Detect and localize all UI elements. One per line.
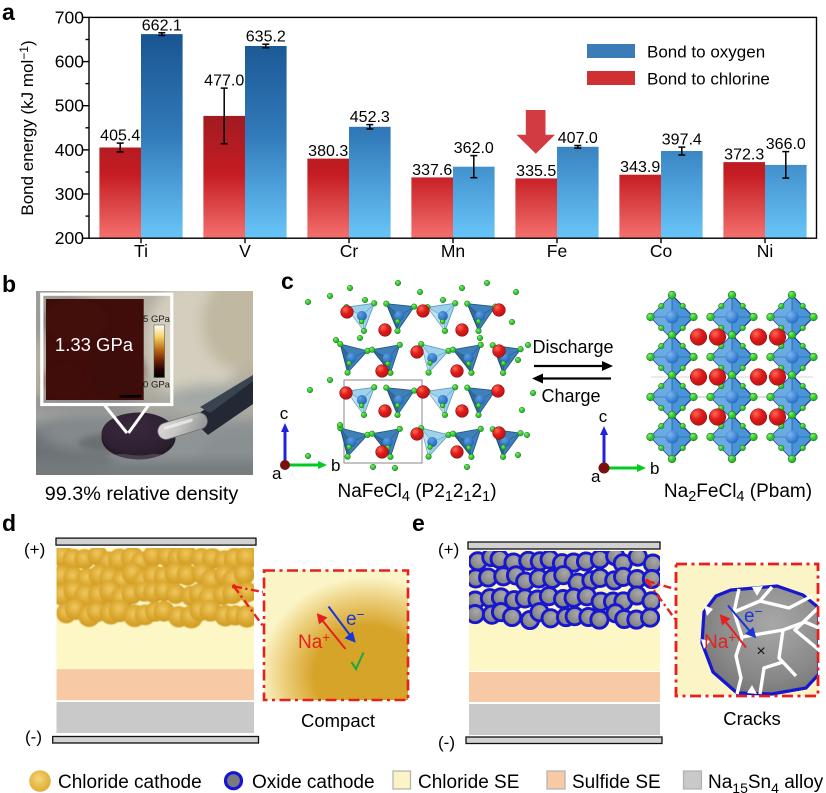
svg-text:(+): (+): [438, 540, 459, 559]
svg-text:V: V: [239, 241, 251, 261]
svg-text:(+): (+): [24, 540, 45, 559]
svg-text:c: c: [281, 268, 294, 294]
svg-text:(-): (-): [25, 728, 42, 747]
svg-text:Chloride cathode: Chloride cathode: [58, 772, 202, 793]
svg-text:Na15Sn4 alloy: Na15Sn4 alloy: [708, 772, 824, 793]
svg-text:Bond to oxygen: Bond to oxygen: [647, 43, 765, 62]
svg-text:405.4: 405.4: [100, 128, 140, 145]
svg-text:Sulfide SE: Sulfide SE: [572, 772, 661, 793]
svg-text:500: 500: [55, 96, 84, 116]
svg-text:Ni: Ni: [757, 241, 774, 261]
svg-text:366.0: 366.0: [766, 136, 806, 153]
svg-text:c: c: [599, 407, 608, 426]
svg-text:0 GPa: 0 GPa: [143, 380, 171, 391]
svg-text:343.9: 343.9: [620, 159, 660, 176]
svg-text:Cracks: Cracks: [723, 708, 781, 729]
svg-text:Na+: Na+: [704, 630, 736, 653]
svg-text:Discharge: Discharge: [532, 337, 613, 357]
svg-text:Bond to chlorine: Bond to chlorine: [647, 70, 770, 89]
svg-text:335.5: 335.5: [516, 163, 556, 180]
svg-text:Cr: Cr: [340, 241, 359, 261]
svg-text:Co: Co: [650, 241, 672, 261]
svg-text:(-): (-): [438, 733, 455, 752]
svg-text:600: 600: [55, 52, 84, 72]
svg-text:a: a: [2, 0, 15, 25]
svg-text:452.3: 452.3: [350, 109, 390, 126]
svg-text:Fe: Fe: [547, 241, 567, 261]
svg-text:Chloride SE: Chloride SE: [418, 772, 519, 793]
svg-text:380.3: 380.3: [308, 143, 348, 160]
svg-text:5 GPa: 5 GPa: [143, 314, 171, 325]
svg-text:Compact: Compact: [301, 710, 375, 731]
svg-text:a: a: [591, 467, 601, 486]
svg-text:662.1: 662.1: [142, 17, 182, 34]
svg-text:Oxide cathode: Oxide cathode: [252, 772, 375, 793]
svg-text:NaFeCl4 (P212121): NaFeCl4 (P212121): [337, 481, 496, 505]
svg-text:×: ×: [756, 643, 765, 660]
svg-text:Na+: Na+: [298, 630, 330, 653]
svg-text:400: 400: [55, 140, 84, 160]
svg-text:d: d: [2, 510, 16, 536]
svg-text:b: b: [650, 459, 659, 478]
svg-text:700: 700: [55, 7, 84, 27]
svg-text:200: 200: [55, 228, 84, 248]
svg-text:397.4: 397.4: [662, 132, 702, 149]
svg-text:b: b: [331, 456, 340, 475]
svg-text:Bond energy (kJ mol−1): Bond energy (kJ mol−1): [17, 40, 37, 215]
svg-text:Na2FeCl4 (Pbam): Na2FeCl4 (Pbam): [664, 481, 812, 505]
svg-text:Ti: Ti: [134, 241, 148, 261]
svg-text:e: e: [412, 510, 425, 536]
svg-text:a: a: [272, 464, 282, 483]
svg-text:407.0: 407.0: [558, 130, 598, 147]
svg-text:Charge: Charge: [541, 386, 600, 406]
svg-text:1.33 GPa: 1.33 GPa: [55, 334, 134, 355]
svg-text:372.3: 372.3: [724, 147, 764, 164]
svg-text:362.0: 362.0: [454, 140, 494, 157]
svg-text:477.0: 477.0: [204, 73, 244, 90]
svg-text:337.6: 337.6: [412, 162, 452, 179]
svg-text:300: 300: [55, 184, 84, 204]
svg-text:c: c: [280, 404, 289, 423]
svg-text:635.2: 635.2: [246, 29, 286, 46]
svg-text:Mn: Mn: [441, 241, 465, 261]
